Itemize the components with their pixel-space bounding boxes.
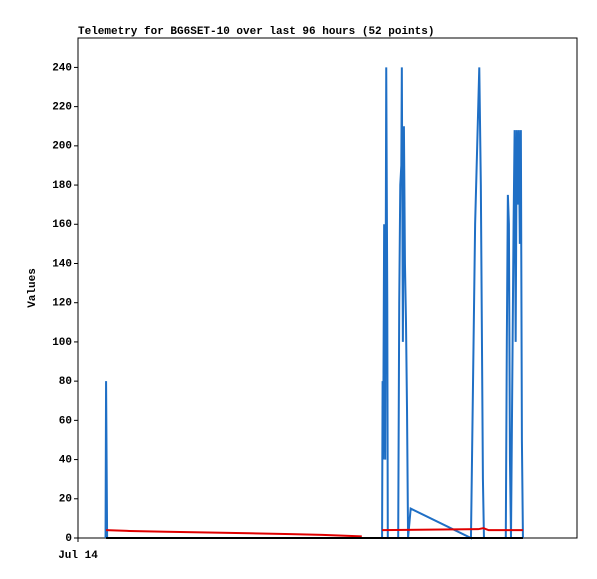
x-tick-label: Jul 14 — [58, 550, 98, 562]
series-line — [106, 527, 523, 538]
y-tick-label: 80 — [59, 376, 72, 388]
y-tick-label: 100 — [52, 337, 72, 349]
y-tick-label: 120 — [52, 298, 72, 310]
y-tick-label: 140 — [52, 258, 72, 270]
y-tick-label: 20 — [59, 494, 72, 506]
y-tick-label: 200 — [52, 141, 72, 153]
y-tick-label: 160 — [52, 219, 72, 231]
y-tick-label: 40 — [59, 454, 72, 466]
y-tick-label: 0 — [65, 533, 72, 545]
y-tick-label: 60 — [59, 415, 72, 427]
chart-title: Telemetry for BG6SET-10 over last 96 hou… — [78, 26, 434, 38]
y-tick-label: 240 — [52, 62, 72, 74]
y-tick-label: 220 — [52, 102, 72, 114]
series-line — [104, 67, 524, 540]
y-axis-label: Values — [27, 268, 39, 308]
plot-frame — [77, 37, 578, 539]
y-tick-label: 180 — [52, 180, 72, 192]
